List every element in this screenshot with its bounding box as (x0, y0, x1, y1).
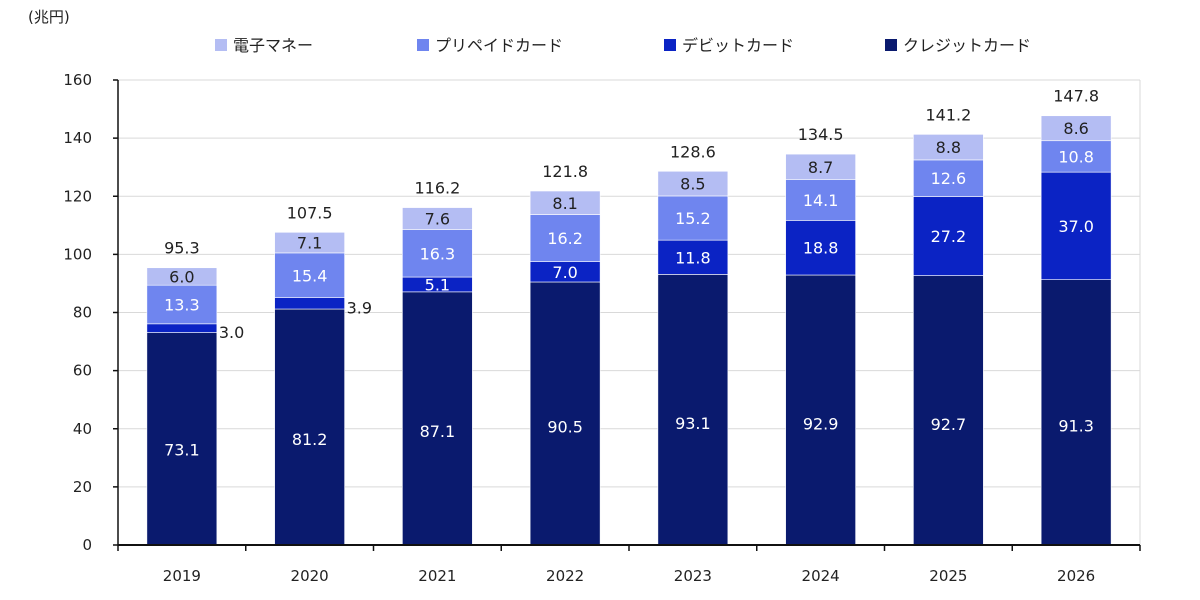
legend-label: デビットカード (682, 36, 794, 55)
bar-segment (657, 274, 729, 546)
bar-segment (785, 153, 856, 180)
x-tick-label: 2024 (802, 567, 840, 585)
legend-swatch (664, 39, 676, 51)
bar-segment (1040, 279, 1112, 546)
bar-segment (529, 214, 601, 262)
legend-swatch (215, 39, 227, 51)
x-tick-label: 2025 (929, 567, 967, 585)
bar-segment (913, 159, 984, 197)
bar-segment (402, 207, 473, 230)
data-label: 27.2 (931, 227, 967, 246)
data-label: 37.0 (1058, 217, 1094, 236)
y-unit-label: (兆円) (28, 8, 70, 26)
bar-segment (913, 196, 984, 276)
bar-segment (785, 179, 856, 221)
data-label: 8.7 (808, 158, 833, 177)
data-label: 91.3 (1058, 417, 1094, 436)
x-tick-label: 2023 (674, 567, 712, 585)
data-label: 12.6 (931, 169, 967, 188)
data-label: 18.8 (803, 239, 839, 258)
data-label: 14.1 (803, 191, 839, 210)
x-tick-label: 2021 (418, 567, 456, 585)
data-label: 10.8 (1058, 147, 1094, 166)
bar-segment (146, 323, 218, 333)
data-label: 8.5 (680, 175, 705, 194)
bar-segment (274, 308, 345, 546)
data-label: 8.8 (936, 138, 961, 157)
total-label: 141.2 (925, 105, 971, 124)
x-tick-label: 2019 (163, 567, 201, 585)
data-label: 93.1 (675, 414, 711, 433)
y-tick-label: 20 (73, 478, 92, 496)
total-label: 128.6 (670, 142, 716, 161)
data-label: 6.0 (169, 267, 194, 286)
y-tick-label: 40 (73, 420, 92, 438)
total-label: 134.5 (798, 125, 844, 144)
data-label: 8.6 (1063, 119, 1088, 138)
y-tick-label: 140 (63, 129, 92, 147)
bar-segment (146, 267, 218, 286)
bar-segment (146, 332, 218, 546)
x-tick-label: 2022 (546, 567, 584, 585)
bar-segment (274, 252, 345, 298)
bar-segment (913, 134, 984, 161)
bar-segment (529, 190, 601, 215)
legend-swatch (417, 39, 429, 51)
y-tick-label: 120 (63, 187, 92, 205)
data-label: 90.5 (547, 418, 583, 437)
data-label: 92.7 (931, 415, 967, 434)
bar-segment (1040, 115, 1112, 142)
legend-label: 電子マネー (233, 36, 313, 55)
total-label: 147.8 (1053, 87, 1099, 106)
data-label: 7.0 (552, 263, 577, 282)
data-label: 3.9 (347, 298, 372, 317)
legend-label: プリペイドカード (435, 36, 563, 55)
data-label: 87.1 (420, 422, 456, 441)
total-label: 107.5 (287, 203, 333, 222)
data-label: 11.8 (675, 248, 711, 267)
data-label: 5.1 (425, 275, 450, 294)
data-label: 13.3 (164, 296, 200, 315)
y-tick-label: 160 (63, 71, 92, 89)
total-label: 95.3 (164, 239, 200, 258)
y-tick-label: 60 (73, 362, 92, 380)
bar-segment (913, 275, 984, 546)
bar-segment (657, 170, 729, 197)
bar-segment (274, 297, 345, 310)
bar-segment (402, 229, 473, 278)
bar-segment (529, 281, 601, 546)
y-tick-label: 80 (73, 304, 92, 322)
data-label: 8.1 (552, 194, 577, 213)
data-label: 3.0 (219, 323, 244, 342)
data-label: 81.2 (292, 430, 328, 449)
data-label: 15.2 (675, 209, 711, 228)
data-label: 7.6 (425, 210, 450, 229)
data-label: 16.2 (547, 229, 583, 248)
legend-swatch (885, 39, 897, 51)
bar-segment (1040, 171, 1112, 280)
bar-segment (657, 239, 729, 275)
data-label: 16.3 (420, 244, 456, 263)
x-tick-label: 2026 (1057, 567, 1095, 585)
data-label: 92.9 (803, 415, 839, 434)
total-label: 121.8 (542, 162, 588, 181)
bar-segment (657, 195, 729, 241)
y-tick-label: 100 (63, 245, 92, 263)
y-tick-label: 0 (82, 536, 92, 554)
bar-segment (402, 291, 473, 546)
bar-segment (1040, 140, 1112, 173)
data-label: 15.4 (292, 266, 328, 285)
total-label: 116.2 (414, 179, 460, 198)
data-label: 7.1 (297, 234, 322, 253)
bar-segment (274, 231, 345, 254)
bar-segment (785, 274, 856, 546)
legend-label: クレジットカード (903, 36, 1031, 55)
data-label: 73.1 (164, 440, 200, 459)
x-tick-label: 2020 (291, 567, 329, 585)
